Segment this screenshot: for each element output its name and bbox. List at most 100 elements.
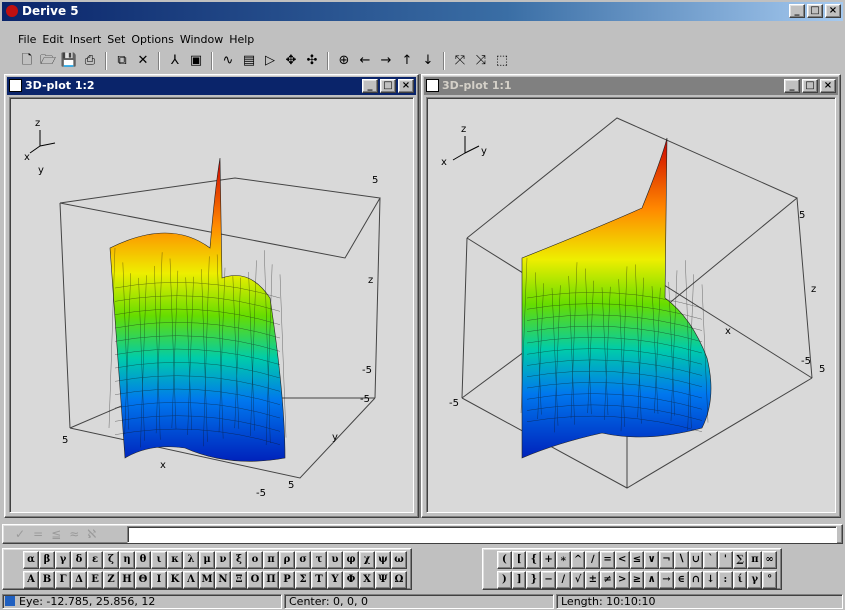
- symbol-key[interactable]: ¬: [659, 551, 674, 569]
- symbol-key[interactable]: Η: [119, 571, 135, 589]
- entry-tool-button[interactable]: ℵ: [87, 527, 97, 541]
- symbol-key[interactable]: ∧: [644, 571, 660, 589]
- grid-icon[interactable]: ▤: [242, 53, 256, 68]
- plot-icon[interactable]: ∿: [222, 53, 234, 68]
- menu-help[interactable]: Help: [229, 32, 255, 46]
- symbol-key[interactable]: √: [570, 571, 586, 589]
- menu-file[interactable]: File: [18, 32, 37, 46]
- symbol-key[interactable]: ο: [247, 551, 263, 569]
- expression-entry-field[interactable]: [127, 526, 837, 543]
- symbol-key[interactable]: φ: [343, 551, 359, 569]
- symbol-key[interactable]: Λ: [183, 571, 199, 589]
- symbol-key[interactable]: ^: [570, 551, 586, 569]
- symbol-key[interactable]: ∪: [688, 551, 704, 569]
- symbol-key[interactable]: Π: [263, 571, 279, 589]
- zoom-in-icon[interactable]: ⤧: [454, 53, 466, 68]
- plot-canvas[interactable]: z x y 5 z -5 5 -5 x: [426, 97, 836, 513]
- arrow-up-icon[interactable]: ↑: [401, 53, 413, 68]
- symbol-key[interactable]: β: [39, 551, 55, 569]
- symbol-key[interactable]: =: [600, 551, 615, 569]
- symbol-key[interactable]: ≤: [629, 551, 645, 569]
- symbol-key[interactable]: ξ: [231, 551, 247, 569]
- symbol-key[interactable]: μ: [199, 551, 215, 569]
- new-icon[interactable]: 🗋: [21, 53, 33, 68]
- symbol-key[interactable]: >: [614, 571, 630, 589]
- symbol-key[interactable]: ∕: [585, 551, 601, 569]
- symbol-key[interactable]: Δ: [71, 571, 87, 589]
- symbol-key[interactable]: [: [511, 551, 527, 569]
- symbol-key[interactable]: Ι: [151, 571, 167, 589]
- symbol-key[interactable]: υ: [327, 551, 343, 569]
- surface-plot[interactable]: z x y 5 z -5 5 -5 x: [427, 98, 837, 516]
- symbol-key[interactable]: :: [718, 571, 733, 589]
- plot-window-1-2[interactable]: 3D-plot 1:2 _ □ ×: [4, 74, 419, 518]
- surface-plot[interactable]: z x y 5 z -5 -5 y 5 5 x -5: [10, 98, 415, 516]
- symbol-key[interactable]: Ψ: [375, 571, 391, 589]
- symbol-key[interactable]: α: [23, 551, 39, 569]
- symbol-key[interactable]: <: [614, 551, 630, 569]
- symbol-key[interactable]: κ: [167, 551, 183, 569]
- symbol-key[interactable]: π: [747, 551, 763, 569]
- symbol-key[interactable]: Ζ: [103, 571, 119, 589]
- symbol-key[interactable]: Γ: [55, 571, 71, 589]
- symbol-key[interactable]: ζ: [103, 551, 119, 569]
- symbol-key[interactable]: Ρ: [279, 571, 295, 589]
- symbol-key[interactable]: ∖: [673, 551, 689, 569]
- symbol-key[interactable]: /: [555, 571, 571, 589]
- zoom-icon[interactable]: ⊕: [338, 53, 350, 68]
- symbol-key[interactable]: {: [526, 551, 542, 569]
- minimize-button[interactable]: _: [789, 4, 805, 18]
- symbol-key[interactable]: →: [659, 571, 674, 589]
- symbol-key[interactable]: Α: [23, 571, 39, 589]
- symbol-key[interactable]: λ: [183, 551, 199, 569]
- symbol-key[interactable]: +: [541, 551, 556, 569]
- window-titlebar[interactable]: 3D-plot 1:2 _ □ ×: [7, 77, 416, 95]
- symbol-key[interactable]: Υ: [327, 571, 343, 589]
- author-icon[interactable]: ▣: [189, 53, 203, 68]
- plot-window-1-1[interactable]: 3D-plot 1:1 _ □ ×: [421, 74, 841, 518]
- symbol-key[interactable]: ≠: [600, 571, 615, 589]
- arrow-right-icon[interactable]: →: [380, 53, 392, 68]
- box-icon[interactable]: ⬚: [495, 53, 509, 68]
- menu-set[interactable]: Set: [107, 32, 126, 46]
- menu-insert[interactable]: Insert: [69, 32, 102, 46]
- symbol-key[interactable]: Ε: [87, 571, 103, 589]
- symbol-key[interactable]: (: [497, 551, 512, 569]
- symbol-key[interactable]: Ν: [215, 571, 231, 589]
- symbol-key[interactable]: ∞: [762, 551, 777, 569]
- maximize-button[interactable]: □: [807, 4, 823, 18]
- save-icon[interactable]: 💾: [60, 53, 78, 68]
- symbol-key[interactable]: γ: [747, 571, 763, 589]
- symbol-key[interactable]: Ω: [391, 571, 407, 589]
- symbol-key[interactable]: ∈: [673, 571, 689, 589]
- symbol-key[interactable]: °: [762, 571, 777, 589]
- symbol-key[interactable]: `: [703, 551, 719, 569]
- symbol-key[interactable]: η: [119, 551, 135, 569]
- window-minimize-button[interactable]: _: [784, 79, 800, 93]
- symbol-key[interactable]: ρ: [279, 551, 295, 569]
- symbol-key[interactable]: Ο: [247, 571, 263, 589]
- symbol-key[interactable]: ι: [151, 551, 167, 569]
- menu-options[interactable]: Options: [131, 32, 174, 46]
- symbol-key[interactable]: γ: [55, 551, 71, 569]
- open-icon[interactable]: 🗁: [39, 53, 57, 68]
- rotate-icon[interactable]: ✣: [306, 53, 318, 68]
- symbol-key[interactable]: δ: [71, 551, 87, 569]
- entry-tool-button[interactable]: ✓: [15, 527, 26, 541]
- symbol-key[interactable]: }: [526, 571, 542, 589]
- symbol-key[interactable]: ν: [215, 551, 231, 569]
- symbol-key[interactable]: Θ: [135, 571, 151, 589]
- symbol-key[interactable]: Ξ: [231, 571, 247, 589]
- symbol-key[interactable]: π: [263, 551, 279, 569]
- symbol-key[interactable]: ≥: [629, 571, 645, 589]
- symbol-key[interactable]: ∗: [555, 551, 571, 569]
- symbol-key[interactable]: −: [541, 571, 556, 589]
- symbol-key[interactable]: ↓: [703, 571, 719, 589]
- window-restore-button[interactable]: □: [802, 79, 818, 93]
- symbol-key[interactable]: ψ: [375, 551, 391, 569]
- symbol-key[interactable]: χ: [359, 551, 375, 569]
- copy-icon[interactable]: ⧉: [117, 53, 127, 68]
- window-titlebar[interactable]: 3D-plot 1:1 _ □ ×: [424, 77, 838, 95]
- entry-tool-button[interactable]: ≦: [51, 527, 62, 541]
- entry-tool-button[interactable]: ≈: [69, 527, 80, 541]
